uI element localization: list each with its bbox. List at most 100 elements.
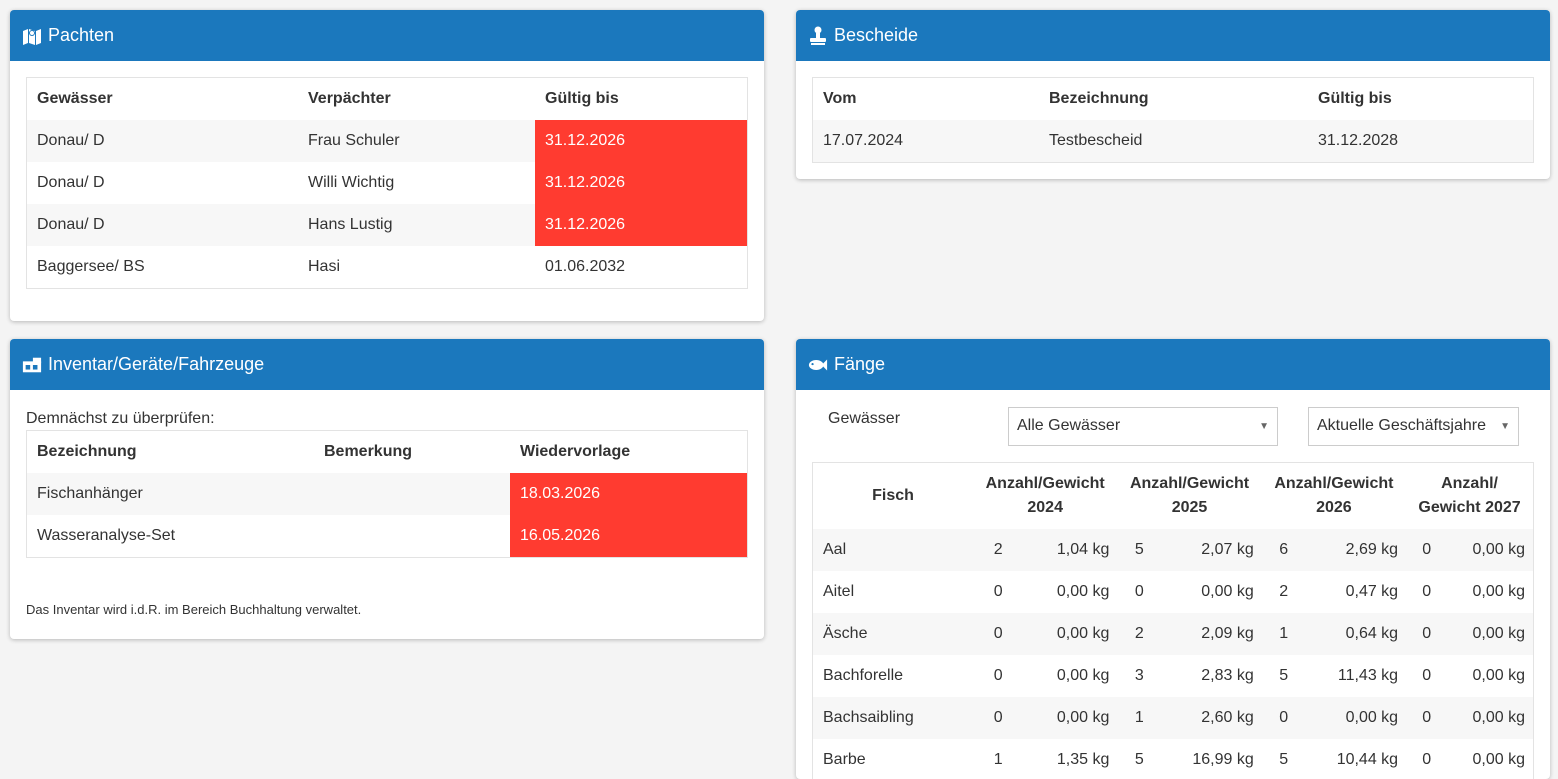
inventar-title: Inventar/Geräte/Fahrzeuge [48,354,265,374]
pachten-title: Pachten [48,25,115,45]
table-row[interactable]: Bachsaibling 0 0,00 kg 1 2,60 kg 0 0,00 kg 0 0,0… [813,697,1533,739]
cell-gewicht: 0,00 kg [1472,751,1525,768]
cell-anzahl: 5 [1134,541,1144,558]
pachten-table: Gewässer Verpächter Gültig bis Donau/ D … [27,78,747,288]
map-icon [22,26,42,46]
table-row[interactable]: Baggersee/ BS Hasi 01.06.2032 [27,246,747,288]
inventar-footer-note: Das Inventar wird i.d.R. im Bereich Buch… [26,602,362,617]
gewaesser-select[interactable]: Alle Gewässer ▼ [1008,406,1278,446]
cell-anzahl: 1 [993,751,1003,768]
col-2025: Anzahl/Gewicht 2025 [1129,475,1250,516]
cell-gewicht: 0,00 kg [1345,709,1399,726]
cell-fisch: Aal [823,541,847,558]
cell-anzahl: 2 [1279,583,1289,600]
cell-gewicht: 0,00 kg [1472,625,1525,642]
cell-gueltig: 01.06.2032 [545,258,626,275]
cell-anzahl: 0 [993,583,1003,600]
cell-fisch: Barbe [823,751,866,768]
table-row[interactable]: Bachforelle 0 0,00 kg 3 2,83 kg 5 11,43 kg 0 0,0… [813,655,1533,697]
cell-bezeichnung: Testbescheid [1049,132,1143,149]
filter-label-gewaesser: Gewässer [828,410,901,427]
cell-gewicht: 0,64 kg [1345,625,1399,642]
gewaesser-select-value: Alle Gewässer [1017,417,1121,434]
faenge-table: Fisch Anzahl/Gewicht 2024 Anzahl/Gewicht 2… [813,463,1533,779]
cell-verpaechter: Frau Schuler [308,132,400,149]
cell-gewicht: 0,00 kg [1056,583,1110,600]
cell-gewicht: 11,43 kg [1337,667,1399,684]
table-row[interactable]: Donau/ D Frau Schuler 31.12.2026 [27,120,747,162]
table-row[interactable]: 17.07.2024 Testbescheid 31.12.2028 [813,120,1533,162]
col-gewaesser: Gewässer [37,90,113,107]
cell-verpaechter: Willi Wichtig [308,174,395,191]
cell-anzahl: 1 [1134,709,1144,726]
cell-gewicht: 0,00 kg [1056,667,1110,684]
bescheide-title: Bescheide [834,25,919,45]
bescheide-panel: Bescheide Vom Bezeichnung Gültig bis 17.… [796,10,1550,179]
cell-wiedervorlage: 16.05.2026 [510,515,747,557]
cell-anzahl: 0 [1422,667,1432,684]
col-vom: Vom [823,90,857,107]
inventar-intro: Demnächst zu überprüfen: [26,410,215,427]
col-gueltig: Gültig bis [1318,90,1392,107]
table-row[interactable]: Aal 2 1,04 kg 5 2,07 kg 6 2,69 kg 0 0,00 kg [813,529,1533,571]
bescheide-table: Vom Bezeichnung Gültig bis 17.07.2024 Te… [813,78,1533,162]
fish-icon [808,355,828,375]
table-row[interactable]: Wasseranalyse-Set 16.05.2026 [27,515,747,557]
cell-bemerkung [314,515,510,557]
pachten-header: Pachten [10,10,764,61]
cell-gueltig-expired: 31.12.2026 [535,204,747,246]
cell-anzahl: 0 [993,709,1003,726]
cell-anzahl: 0 [993,667,1003,684]
cell-anzahl: 6 [1279,541,1289,558]
cell-anzahl: 5 [1279,751,1289,768]
inventar-table: Bezeichnung Bemerkung Wiedervorlage Fisc… [27,431,747,557]
cell-verpaechter: Hans Lustig [308,216,393,233]
cell-anzahl: 0 [1422,709,1432,726]
cell-fisch: Bachsaibling [823,709,914,726]
col-bezeichnung: Bezeichnung [37,443,137,460]
cell-anzahl: 0 [1134,583,1144,600]
cell-gewicht: 2,69 kg [1345,541,1399,558]
table-row[interactable]: Aitel 0 0,00 kg 0 0,00 kg 2 0,47 kg 0 0,00 kg [813,571,1533,613]
cell-gewicht: 1,35 kg [1056,751,1110,768]
cell-bezeichnung: Wasseranalyse-Set [37,527,176,544]
cell-anzahl: 0 [1422,625,1432,642]
cell-gewicht: 2,83 kg [1201,667,1254,684]
table-row[interactable]: Barbe 1 1,35 kg 5 16,99 kg 5 10,44 kg 0 0,00 kg [813,739,1533,779]
faenge-title: Fänge [834,354,886,374]
cell-gueltig-expired: 31.12.2026 [535,120,747,162]
table-row[interactable]: Äsche 0 0,00 kg 2 2,09 kg 1 0,64 kg 0 0,00 kg [813,613,1533,655]
table-row[interactable]: Donau/ D Hans Lustig 31.12.2026 [27,204,747,246]
year-select[interactable]: Aktuelle Geschäftsjahre ▼ [1308,406,1519,446]
col-2027: Anzahl/Gewicht 2027 [1418,475,1521,516]
year-select-value: Aktuelle Geschäftsjahre [1317,417,1486,434]
cell-anzahl: 0 [1422,583,1432,600]
cell-gewicht: 10,44 kg [1336,751,1399,768]
cell-fisch: Bachforelle [823,667,904,684]
inventar-panel: Inventar/Geräte/Fahrzeuge Demnächst zu ü… [10,339,764,639]
cell-gewicht: 0,00 kg [1472,541,1525,558]
cell-gewaesser: Donau/ D [37,132,105,149]
cell-anzahl: 1 [1279,625,1289,642]
cell-anzahl: 5 [1279,667,1289,684]
cell-gewicht: 0,00 kg [1472,667,1525,684]
inventar-header: Inventar/Geräte/Fahrzeuge [10,339,764,390]
cell-gueltig-expired: 31.12.2026 [535,162,747,204]
cell-gewicht: 0,00 kg [1472,709,1525,726]
table-row[interactable]: Donau/ D Willi Wichtig 31.12.2026 [27,162,747,204]
cell-anzahl: 2 [993,541,1003,558]
col-bemerkung: Bemerkung [324,443,413,460]
chevron-down-icon: ▼ [1259,420,1269,432]
cell-gewicht: 0,00 kg [1056,625,1110,642]
col-2024: Anzahl/Gewicht 2024 [985,475,1105,516]
col-verpaechter: Verpächter [308,90,391,107]
col-2026: Anzahl/Gewicht 2026 [1274,475,1394,516]
cell-fisch: Aitel [823,583,855,600]
cell-gewicht: 0,47 kg [1345,583,1399,600]
cell-gewaesser: Baggersee/ BS [37,258,145,275]
table-row[interactable]: Fischanhänger 18.03.2026 [27,473,747,515]
cell-anzahl: 0 [993,625,1003,642]
chevron-down-icon: ▼ [1500,420,1510,432]
cell-bezeichnung: Fischanhänger [37,485,143,502]
cell-fisch: Äsche [823,625,868,642]
